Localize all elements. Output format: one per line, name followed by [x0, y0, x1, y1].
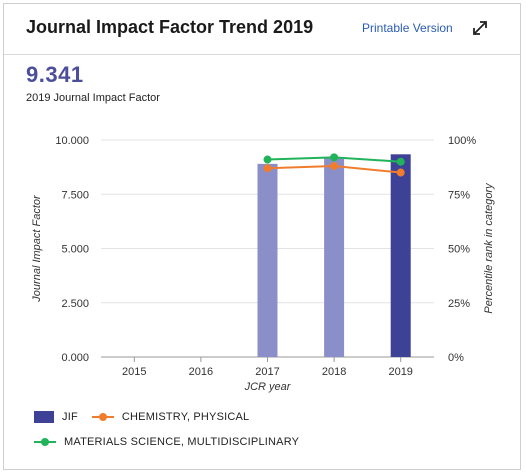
legend-chemistry-marker	[91, 413, 114, 421]
expand-arrows-icon[interactable]	[470, 18, 490, 38]
materials-point	[330, 153, 339, 162]
jif-bar	[257, 163, 278, 357]
x-axis-title: JCR year	[244, 381, 292, 393]
y2-tick-label: 100%	[448, 135, 476, 147]
jif-bar	[324, 157, 345, 357]
y2-tick-label: 75%	[448, 189, 470, 201]
chemistry-point	[396, 168, 405, 177]
jif-value: 9.341	[26, 62, 84, 87]
y-tick-label: 2.500	[61, 298, 89, 310]
y2-axis-title: Percentile rank in category	[483, 182, 495, 314]
x-tick-label: 2018	[322, 366, 346, 378]
jif-caption: 2019 Journal Impact Factor	[26, 92, 160, 104]
x-tick-label: 2017	[255, 366, 279, 378]
legend-materials-label: MATERIALS SCIENCE, MULTIDISCIPLINARY	[64, 436, 300, 448]
y2-tick-label: 0%	[448, 352, 464, 364]
x-tick-label: 2016	[189, 366, 213, 378]
y2-tick-label: 50%	[448, 244, 470, 256]
impact-factor-card: Journal Impact Factor Trend 2019 Printab…	[3, 3, 521, 470]
x-tick-label: 2015	[122, 366, 146, 378]
card-header: Journal Impact Factor Trend 2019 Printab…	[4, 4, 520, 55]
card-title: Journal Impact Factor Trend 2019	[26, 17, 314, 37]
y2-tick-label: 25%	[448, 298, 470, 310]
y-tick-label: 7.500	[61, 189, 89, 201]
y-tick-label: 10.000	[55, 135, 89, 147]
materials-point	[263, 155, 272, 164]
legend-materials-marker	[34, 438, 56, 446]
x-tick-label: 2019	[388, 366, 412, 378]
jif-bar	[390, 154, 411, 357]
chemistry-point	[330, 162, 339, 171]
legend-row-2: MATERIALS SCIENCE, MULTIDISCIPLINARY	[34, 436, 299, 448]
jif-trend-chart: 0.000 2.500 5.000 7.500 10.000 0% 25% 50% 75% 100…	[31, 135, 495, 393]
legend-row-1: JIF CHEMISTRY, PHYSICAL	[34, 411, 249, 423]
materials-point	[396, 157, 405, 166]
legend-jif-swatch	[34, 411, 54, 423]
y-tick-label: 5.000	[61, 244, 89, 256]
legend-chemistry-label: CHEMISTRY, PHYSICAL	[121, 411, 250, 423]
y-tick-label: 0.000	[61, 352, 89, 364]
printable-version-link[interactable]: Printable Version	[362, 21, 453, 35]
legend-jif-label: JIF	[62, 411, 78, 423]
y-axis-title: Journal Impact Factor	[31, 194, 43, 303]
chemistry-point	[263, 164, 272, 173]
